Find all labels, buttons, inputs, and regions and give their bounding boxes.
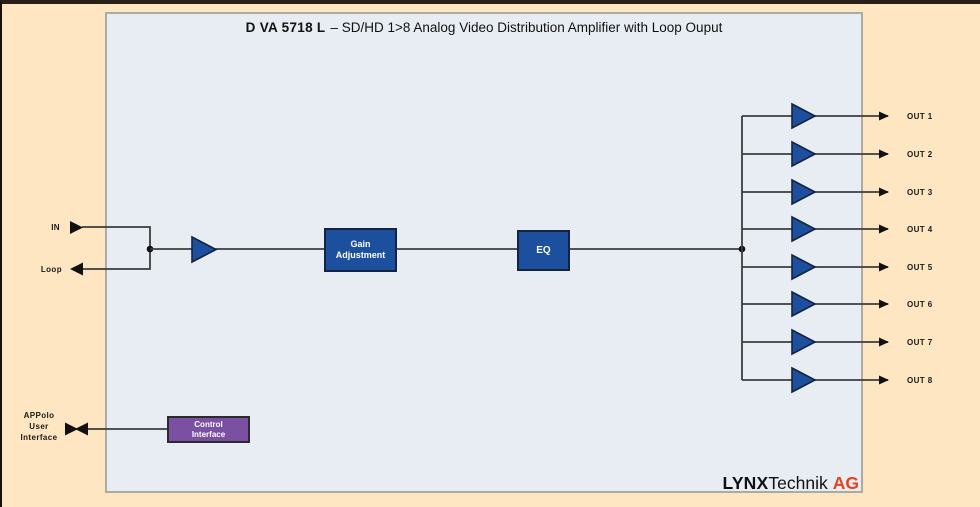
eq-block-label: EQ (536, 245, 551, 256)
output-arrowhead-icon (879, 187, 889, 197)
output-arrowhead-icon (879, 299, 889, 309)
output-amp-triangle (791, 366, 817, 394)
gain-block-label-line1: Gain (350, 239, 371, 249)
output-branch-8 (742, 366, 889, 394)
output-arrowhead-icon (879, 337, 889, 347)
appolo-label-line2: User (29, 422, 49, 431)
in-port-label: IN (51, 223, 60, 232)
output-branch-7 (742, 328, 889, 356)
out-5-label: OUT 5 (907, 263, 933, 272)
out-8-label: OUT 8 (907, 376, 933, 385)
appolo-label-line3: Interface (20, 433, 58, 442)
diagram-panel (105, 12, 863, 493)
loop-arrowhead-icon (70, 262, 83, 276)
out-6-label: OUT 6 (907, 300, 933, 309)
lynx-technik-logo: LYNXTechnik AG (622, 473, 859, 494)
output-arrowhead-icon (879, 262, 889, 272)
output-amp-triangle (791, 140, 817, 168)
diagram-title: D VA 5718 L – SD/HD 1>8 Analog Video Dist… (105, 20, 863, 35)
appolo-label-line1: APPolo (23, 411, 55, 420)
model-name: D VA 5718 L (245, 20, 326, 35)
title-description: – SD/HD 1>8 Analog Video Distribution Am… (330, 20, 723, 35)
control-block-label-line1: Control (194, 419, 223, 429)
output-branch-1 (742, 102, 889, 130)
input-amp-triangle (191, 235, 218, 264)
signal-wires (65, 102, 889, 436)
out-7-label: OUT 7 (907, 338, 933, 347)
eq-block: EQ (517, 230, 570, 271)
output-branch-4 (742, 215, 889, 243)
output-amp-triangle (791, 290, 817, 318)
output-arrowhead-icon (879, 224, 889, 234)
output-branch-5 (742, 253, 889, 281)
output-arrowhead-icon (879, 149, 889, 159)
loop-port-label: Loop (40, 265, 62, 274)
out-2-label: OUT 2 (907, 150, 933, 159)
control-bidirectional-arrow-right-icon (65, 422, 78, 436)
logo-ag-text: AG (832, 473, 859, 493)
out-1-label: OUT 1 (907, 112, 933, 121)
output-branch-2 (742, 140, 889, 168)
in-loop-connector-line (82, 226, 151, 270)
output-amp-triangle (791, 102, 817, 130)
output-arrowhead-icon (879, 375, 889, 385)
out-3-label: OUT 3 (907, 188, 933, 197)
output-arrowhead-icon (879, 111, 889, 121)
control-block-label-line2: Interface (191, 429, 226, 439)
out-4-label: OUT 4 (907, 225, 933, 234)
output-amp-triangle (791, 328, 817, 356)
output-amp-triangle (791, 178, 817, 206)
control-bidirectional-arrow-left-icon (75, 422, 88, 436)
logo-lynx-text: LYNX (722, 473, 769, 493)
output-branch-3 (742, 178, 889, 206)
gain-block-label-line2: Adjustment (335, 250, 386, 260)
output-amp-triangle (791, 253, 817, 281)
gain-adjustment-block: Gain Adjustment (324, 228, 397, 272)
output-branch-6 (742, 290, 889, 318)
in-arrowhead-icon (70, 221, 83, 234)
appolo-user-interface-label: APPolo User Interface (10, 410, 68, 443)
control-interface-block: Control Interface (167, 416, 250, 443)
logo-technik-text: Technik (768, 473, 828, 493)
output-amp-triangle (791, 215, 817, 243)
